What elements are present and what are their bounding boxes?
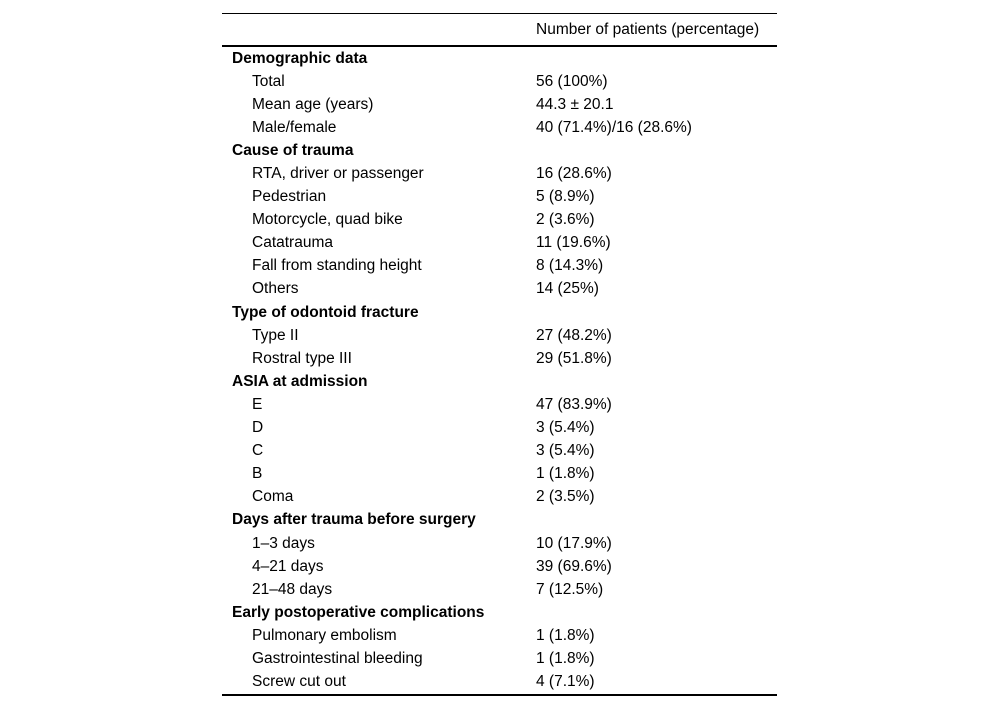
row-label: E <box>252 395 263 413</box>
patient-statistics-table: Number of patients (percentage) Demograp… <box>222 13 777 696</box>
table-row: B 1 (1.8%) <box>222 463 777 486</box>
row-label: B <box>252 465 263 483</box>
row-label: Screw cut out <box>252 673 346 691</box>
section-header-row: Cause of trauma <box>222 139 777 162</box>
column-header-number-of-patients: Number of patients (percentage) <box>536 20 760 38</box>
row-value: 3 (5.4%) <box>536 419 595 437</box>
table-row: Mean age (years) 44.3 ± 20.1 <box>222 93 777 116</box>
row-value: 40 (71.4%)/16 (28.6%) <box>536 118 692 136</box>
table-row: Total 56 (100%) <box>222 70 777 93</box>
row-value: 1 (1.8%) <box>536 649 595 667</box>
row-value: 44.3 ± 20.1 <box>536 95 614 113</box>
row-label: RTA, driver or passenger <box>252 165 424 183</box>
row-label: C <box>252 442 264 460</box>
table-row: Pulmonary embolism 1 (1.8%) <box>222 624 777 647</box>
row-value: 8 (14.3%) <box>536 257 604 275</box>
row-value: 1 (1.8%) <box>536 465 595 483</box>
row-value: 4 (7.1%) <box>536 673 595 691</box>
row-label: 1–3 days <box>252 534 315 552</box>
table-row: Motorcycle, quad bike 2 (3.6%) <box>222 209 777 232</box>
row-value: 1 (1.8%) <box>536 626 595 644</box>
table-row: 4–21 days 39 (69.6%) <box>222 555 777 578</box>
row-value: 16 (28.6%) <box>536 165 612 183</box>
table-row: RTA, driver or passenger 16 (28.6%) <box>222 162 777 185</box>
row-label: D <box>252 419 264 437</box>
row-label: Coma <box>252 488 294 506</box>
table-body: Demographic data Total 56 (100%) Mean age (… <box>222 47 777 696</box>
row-value: 11 (19.6%) <box>536 234 611 252</box>
table-row: Male/female 40 (71.4%)/16 (28.6%) <box>222 116 777 139</box>
table-row: 21–48 days 7 (12.5%) <box>222 578 777 601</box>
row-value: 5 (8.9%) <box>536 188 595 206</box>
section-header-row: Days after trauma before surgery <box>222 509 777 532</box>
table-row: 1–3 days 10 (17.9%) <box>222 532 777 555</box>
row-value: 2 (3.5%) <box>536 488 595 506</box>
row-label: 21–48 days <box>252 580 333 598</box>
section-title: Demographic data <box>232 49 368 67</box>
row-label: Mean age (years) <box>252 95 374 113</box>
table-row: Others 14 (25%) <box>222 278 777 301</box>
row-value: 10 (17.9%) <box>536 534 612 552</box>
section-title: ASIA at admission <box>232 372 368 390</box>
row-value: 47 (83.9%) <box>536 395 612 413</box>
table-row: Screw cut out 4 (7.1%) <box>222 671 777 694</box>
row-label: Catatrauma <box>252 234 333 252</box>
section-header-row: ASIA at admission <box>222 370 777 393</box>
table-row: Type II 27 (48.2%) <box>222 324 777 347</box>
row-value: 7 (12.5%) <box>536 580 604 598</box>
row-label: Others <box>252 280 299 298</box>
section-title: Type of odontoid fracture <box>232 303 419 321</box>
section-title: Days after trauma before surgery <box>232 511 476 529</box>
section-title: Early postoperative complications <box>232 603 485 621</box>
row-value: 56 (100%) <box>536 72 608 90</box>
table-header-row: Number of patients (percentage) <box>222 13 777 47</box>
row-value: 3 (5.4%) <box>536 442 595 460</box>
table-row: Pedestrian 5 (8.9%) <box>222 186 777 209</box>
table-row: Gastrointestinal bleeding 1 (1.8%) <box>222 647 777 670</box>
row-label: Male/female <box>252 118 337 136</box>
table-row: Coma 2 (3.5%) <box>222 486 777 509</box>
row-label: Pulmonary embolism <box>252 626 397 644</box>
row-label: Pedestrian <box>252 188 327 206</box>
row-value: 27 (48.2%) <box>536 326 612 344</box>
row-value: 14 (25%) <box>536 280 599 298</box>
row-label: Total <box>252 72 285 90</box>
table-row: Fall from standing height 8 (14.3%) <box>222 255 777 278</box>
table-row: E 47 (83.9%) <box>222 393 777 416</box>
table-row: Catatrauma 11 (19.6%) <box>222 232 777 255</box>
section-header-row: Demographic data <box>222 47 777 70</box>
table-row: D 3 (5.4%) <box>222 417 777 440</box>
row-value: 2 (3.6%) <box>536 211 595 229</box>
row-label: 4–21 days <box>252 557 324 575</box>
row-value: 39 (69.6%) <box>536 557 612 575</box>
table-row: C 3 (5.4%) <box>222 440 777 463</box>
row-label: Motorcycle, quad bike <box>252 211 403 229</box>
section-header-row: Early postoperative complications <box>222 601 777 624</box>
row-label: Rostral type III <box>252 349 352 367</box>
section-title: Cause of trauma <box>232 141 354 159</box>
section-header-row: Type of odontoid fracture <box>222 301 777 324</box>
row-label: Fall from standing height <box>252 257 422 275</box>
row-value: 29 (51.8%) <box>536 349 612 367</box>
row-label: Gastrointestinal bleeding <box>252 649 423 667</box>
table-row: Rostral type III 29 (51.8%) <box>222 347 777 370</box>
row-label: Type II <box>252 326 299 344</box>
